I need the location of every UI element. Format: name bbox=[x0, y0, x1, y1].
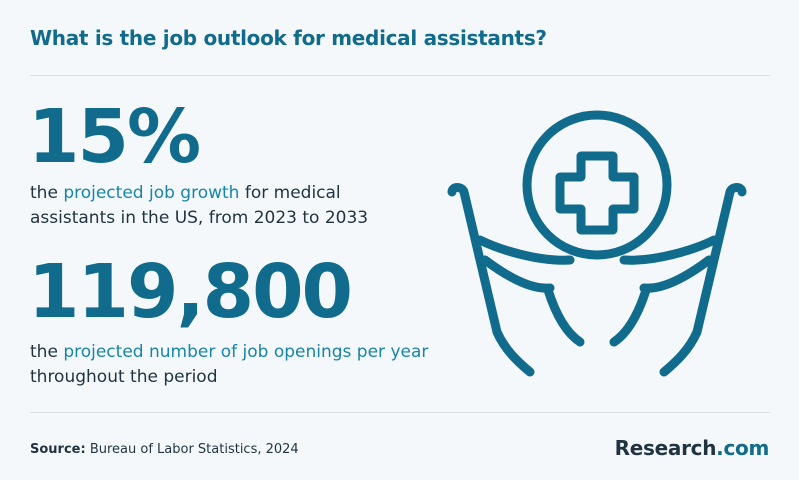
brand-name: Research bbox=[614, 436, 717, 460]
hands-holding-medical-cross-icon bbox=[447, 110, 747, 377]
source-credit: Source: Bureau of Labor Statistics, 2024 bbox=[30, 442, 299, 457]
stat-openings-value: 119,800 bbox=[28, 249, 353, 335]
stat-openings-description: the projected number of job openings per… bbox=[30, 340, 430, 390]
brand-tld: .com bbox=[716, 436, 769, 460]
bottom-divider bbox=[30, 412, 770, 413]
brand-logo: Research.com bbox=[614, 436, 770, 460]
stat-growth-description: the projected job growth for medical ass… bbox=[30, 181, 430, 231]
source-label: Source: bbox=[30, 442, 86, 457]
stat-openings-desc-highlight: projected number of job openings per yea… bbox=[63, 342, 429, 362]
page-title: What is the job outlook for medical assi… bbox=[30, 26, 547, 50]
source-text: Bureau of Labor Statistics, 2024 bbox=[85, 442, 299, 457]
stat-openings-desc-after: throughout the period bbox=[30, 367, 218, 387]
stat-growth-desc-before: the bbox=[30, 183, 64, 203]
stat-growth-value: 15% bbox=[28, 94, 201, 180]
top-divider bbox=[30, 75, 770, 76]
stat-growth-desc-highlight: projected job growth bbox=[63, 183, 240, 203]
stat-openings-desc-before: the bbox=[30, 342, 64, 362]
stat-growth-desc-after: for medical assistants in the US, from 2… bbox=[30, 183, 369, 228]
